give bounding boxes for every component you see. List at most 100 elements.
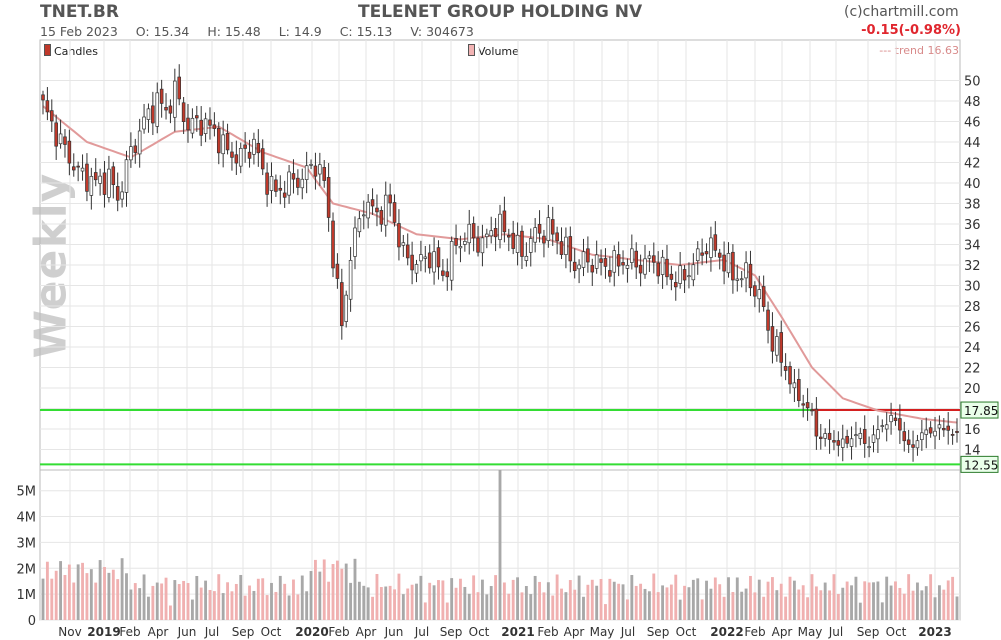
volume-bar [656,592,660,620]
candle-body [814,408,819,437]
candle-body [89,176,94,196]
volume-legend-icon [468,44,475,56]
volume-bar [740,591,744,620]
time-axis-label: Jul [204,625,219,639]
candle-body [515,234,520,253]
candle-body [792,382,797,389]
candle-body [195,115,199,119]
candle-body [638,264,643,274]
candle-body [775,336,779,356]
time-axis-label: Oct [261,625,282,639]
candle-body [340,282,344,326]
candle-body [691,264,696,281]
volume-bar [335,560,339,620]
candle-body [410,254,414,271]
volume-bar [937,585,941,620]
candle-body [533,227,537,243]
volume-bar [538,581,541,620]
candle-body [335,263,340,279]
candle-body [779,332,784,363]
candle-body [608,270,612,277]
candle-body [594,254,599,269]
time-axis-label: 2023 [918,625,951,639]
candle-body [498,213,502,240]
volume-bar [480,579,484,620]
candle-body [555,232,559,242]
volume-bar [169,605,172,620]
volume-bar [582,596,585,620]
volume-bar [564,592,568,620]
volume-bar [305,591,309,620]
candle-body [173,80,177,118]
volume-bar [647,591,651,620]
volume-bar [713,577,717,620]
volume-bar [911,590,915,620]
candle-body [788,366,792,385]
price-tick-label: 16 [964,423,981,438]
candle-body [353,227,357,257]
volume-bar [850,585,853,620]
candle-body [612,250,617,273]
volume-bar [129,589,133,620]
volume-bar [423,602,427,620]
volume-bar [155,582,159,620]
candle-body [797,379,801,401]
candle-body [739,278,744,281]
time-axis-label: Jul [414,625,429,639]
candle-body [142,116,146,130]
volume-tick-label: 3M [17,536,37,551]
candle-body [801,403,805,406]
candle-body [291,173,296,180]
candle-body [208,119,212,126]
close-value: C: 15.13 [339,24,393,39]
candle-body [876,429,880,440]
volume-bar [880,602,884,620]
volume-bar [362,585,366,620]
candle-body [652,255,656,263]
volume-bar [757,579,761,620]
volume-bar [248,585,251,620]
volume-bar [568,580,572,620]
candles-legend: Candles [44,44,98,58]
volume-bar [476,592,480,620]
volume-bar [85,573,89,620]
candle-body [436,247,441,268]
volume-bar [353,558,357,620]
candle-body [63,136,67,145]
candle-body [476,237,480,253]
volume-bar [243,595,247,620]
candle-body [375,207,379,213]
price-tick-label: 14 [964,444,981,459]
volume-bar [542,592,546,620]
volume-bar [349,582,353,620]
candle-body [704,251,709,255]
candle-body [388,194,392,204]
price-tick-label: 34 [964,239,981,254]
candle-body [770,326,775,352]
volume-bar [375,573,379,620]
volume-bar [643,588,647,620]
volume-tick-label: 4M [17,511,37,526]
candle-body [137,130,142,155]
volume-bar [898,587,902,620]
volume-bar [278,575,282,620]
volume-bar [691,579,695,620]
chartmill-credit[interactable]: (c)chartmill.com [844,4,959,20]
volume-bar [76,564,80,620]
candle-body [115,186,120,201]
candle-body [155,92,160,127]
candle-body [234,154,239,164]
candle-body [937,424,942,429]
candle-body [673,282,678,288]
price-tick-label: 26 [964,321,981,336]
candle-body [449,241,454,281]
time-axis-label: 2021 [501,625,534,639]
high-value: H: 15.48 [207,24,261,39]
volume-bar [634,585,638,620]
time-axis-label: Oct [886,625,907,639]
volume-bar [287,595,291,620]
price-tick-label: 38 [964,198,981,213]
candle-body [186,117,190,131]
price-tick-label: 32 [964,259,981,274]
